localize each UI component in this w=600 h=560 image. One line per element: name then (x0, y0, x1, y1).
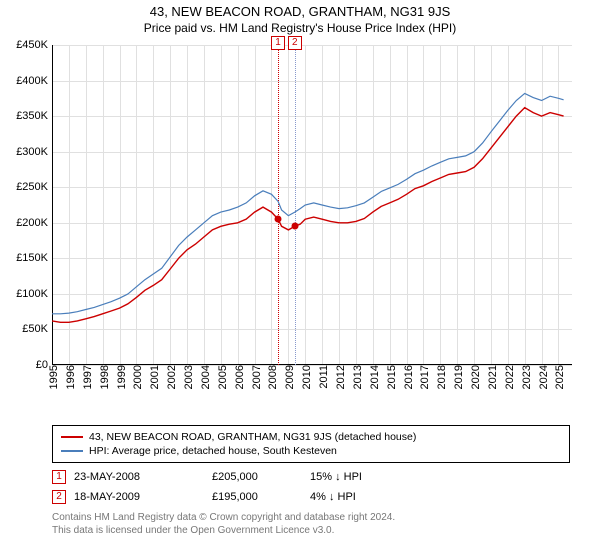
x-tick-label: 1998 (95, 365, 111, 389)
sales-table: 1 23-MAY-2008 £205,000 15% ↓ HPI 2 18-MAY-200… (52, 467, 570, 507)
x-tick-label: 1999 (112, 365, 128, 389)
chart-container: 43, NEW BEACON ROAD, GRANTHAM, NG31 9JS … (0, 0, 600, 537)
legend-label: 43, NEW BEACON ROAD, GRANTHAM, NG31 9JS … (89, 431, 416, 443)
y-tick-label: £250K (16, 181, 52, 193)
x-tick-label: 2005 (213, 365, 229, 389)
y-tick-label: £150K (16, 252, 52, 264)
x-tick-label: 2008 (263, 365, 279, 389)
sale-date: 23-MAY-2008 (74, 471, 204, 483)
x-tick-label: 2023 (517, 365, 533, 389)
x-tick-label: 2021 (483, 365, 499, 389)
series-hpi (52, 93, 564, 313)
x-tick-label: 2025 (550, 365, 566, 389)
sales-row: 2 18-MAY-2009 £195,000 4% ↓ HPI (52, 487, 570, 507)
sale-marker: 1 (271, 36, 285, 50)
legend-swatch (61, 450, 83, 452)
footer-line: This data is licensed under the Open Gov… (52, 524, 570, 537)
x-tick-label: 2015 (382, 365, 398, 389)
x-tick-label: 1995 (44, 365, 60, 389)
footer-attribution: Contains HM Land Registry data © Crown c… (52, 511, 570, 537)
x-tick-label: 2011 (314, 365, 330, 389)
y-tick-label: £350K (16, 110, 52, 122)
x-tick-label: 2007 (247, 365, 263, 389)
legend-row: 43, NEW BEACON ROAD, GRANTHAM, NG31 9JS … (61, 430, 561, 444)
sale-marker-cell: 1 (52, 470, 66, 484)
chart-area: £0£50K£100K£150K£200K£250K£300K£350K£400… (0, 37, 600, 417)
y-tick-label: £450K (16, 39, 52, 51)
x-tick-label: 2003 (179, 365, 195, 389)
x-tick-label: 2002 (162, 365, 178, 389)
x-tick-label: 2020 (466, 365, 482, 389)
legend-label: HPI: Average price, detached house, Sout… (89, 445, 337, 457)
x-tick-label: 2001 (145, 365, 161, 389)
x-tick-label: 2017 (415, 365, 431, 389)
x-tick-label: 2009 (280, 365, 296, 389)
x-tick-label: 2000 (128, 365, 144, 389)
sale-dot (291, 223, 298, 230)
x-tick-label: 1996 (61, 365, 77, 389)
sale-price: £205,000 (212, 471, 302, 483)
x-tick-label: 2004 (196, 365, 212, 389)
chart-subtitle: Price paid vs. HM Land Registry's House … (0, 21, 600, 35)
footer-line: Contains HM Land Registry data © Crown c… (52, 511, 570, 524)
x-tick-label: 2024 (534, 365, 550, 389)
sale-delta: 4% ↓ HPI (310, 491, 420, 503)
x-tick-label: 2006 (230, 365, 246, 389)
x-tick-label: 2012 (331, 365, 347, 389)
sale-date: 18-MAY-2009 (74, 491, 204, 503)
x-tick-label: 2010 (297, 365, 313, 389)
sale-delta: 15% ↓ HPI (310, 471, 420, 483)
sale-dot (275, 216, 282, 223)
x-tick-label: 2022 (500, 365, 516, 389)
chart-title: 43, NEW BEACON ROAD, GRANTHAM, NG31 9JS (0, 4, 600, 19)
x-tick-label: 2016 (399, 365, 415, 389)
y-tick-label: £300K (16, 146, 52, 158)
legend-swatch (61, 436, 83, 438)
sales-row: 1 23-MAY-2008 £205,000 15% ↓ HPI (52, 467, 570, 487)
x-tick-label: 2018 (432, 365, 448, 389)
x-tick-label: 2019 (449, 365, 465, 389)
y-tick-label: £100K (16, 288, 52, 300)
series-price_paid (52, 108, 564, 323)
y-tick-label: £400K (16, 75, 52, 87)
plot-area: £0£50K£100K£150K£200K£250K£300K£350K£400… (52, 45, 572, 365)
sale-marker: 2 (288, 36, 302, 50)
sale-marker-cell: 2 (52, 490, 66, 504)
sale-price: £195,000 (212, 491, 302, 503)
series-svg (52, 45, 572, 365)
x-tick-label: 1997 (78, 365, 94, 389)
x-tick-label: 2014 (365, 365, 381, 389)
y-tick-label: £200K (16, 217, 52, 229)
x-tick-label: 2013 (348, 365, 364, 389)
legend-row: HPI: Average price, detached house, Sout… (61, 444, 561, 458)
y-tick-label: £50K (22, 323, 52, 335)
legend: 43, NEW BEACON ROAD, GRANTHAM, NG31 9JS … (52, 425, 570, 463)
title-block: 43, NEW BEACON ROAD, GRANTHAM, NG31 9JS … (0, 0, 600, 37)
